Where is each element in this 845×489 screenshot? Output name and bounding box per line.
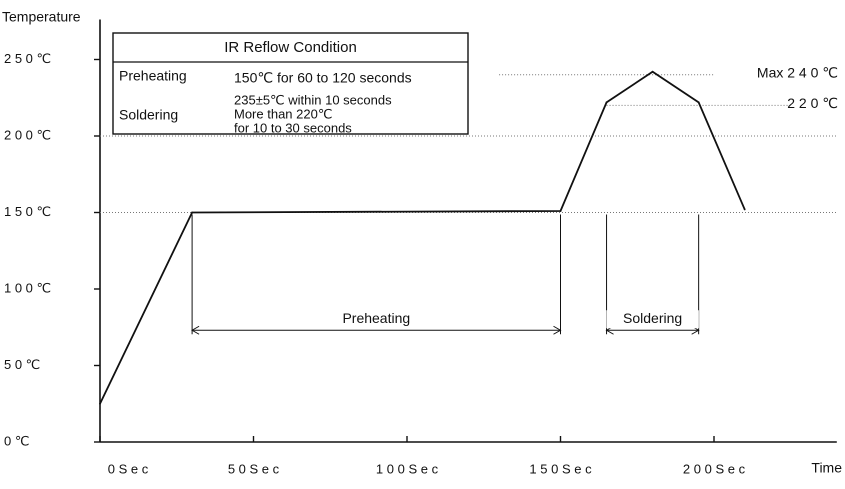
profile-point [697,101,700,104]
condition-table-title: IR Reflow Condition [224,39,357,56]
range-arrowhead-right [553,325,562,335]
y-tick-label: 2 5 0 ℃ [4,51,51,66]
x-tick-label: 0 S e c [108,461,149,476]
range-label: Preheating [342,310,410,326]
y-axis-title: Temperature [2,9,81,25]
table-row-value: for 10 to 30 seconds [234,120,352,135]
profile-point [559,210,562,212]
table-row-value: 150℃ for 60 to 120 seconds [234,70,412,86]
x-tick-label: 1 5 0 S e c [529,461,592,476]
condition-table [112,32,469,135]
y-tick-label: 1 0 0 ℃ [4,280,51,295]
table-row-label: Soldering [119,107,178,123]
y-tick-label: 2 0 0 ℃ [4,127,51,142]
x-tick-label: 1 0 0 S e c [376,461,439,476]
x-tick-label: 5 0 S e c [228,461,280,476]
x-axis-title: Time [811,460,842,476]
y-tick-label: 1 5 0 ℃ [4,204,51,219]
y-tick-label: 0 ℃ [4,433,29,448]
range-label: Soldering [623,310,682,326]
profile-point [743,208,746,211]
x-tick-label: 2 0 0 S e c [683,461,746,476]
profile-point [651,70,654,73]
reference-line-label: Max 2 4 0 ℃ [757,65,838,81]
profile-point [605,101,608,104]
range-arrowhead-left [191,325,200,335]
profile-point [191,211,194,214]
y-tick-label: 5 0 ℃ [4,357,40,372]
table-row-value: 235±5℃ within 10 seconds [234,92,392,107]
table-row-label: Preheating [119,68,187,84]
range-label-bg [325,310,427,329]
table-row-value: More than 220℃ [234,106,332,121]
profile-point [99,402,101,405]
range-label-bg [606,310,699,329]
reference-line-label: 2 2 0 ℃ [787,95,838,111]
